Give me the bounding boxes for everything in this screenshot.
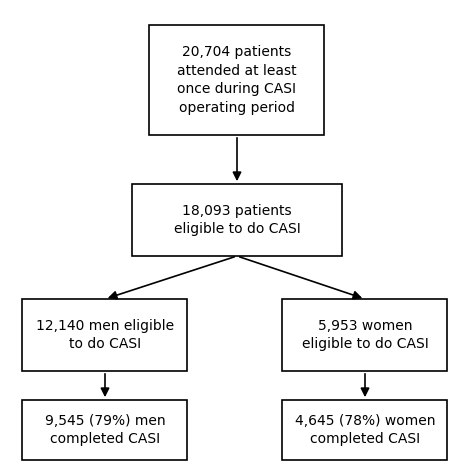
FancyBboxPatch shape [132,184,342,256]
Text: 18,093 patients
eligible to do CASI: 18,093 patients eligible to do CASI [173,203,301,237]
FancyBboxPatch shape [22,400,188,460]
FancyBboxPatch shape [22,299,188,371]
Text: 9,545 (79%) men
completed CASI: 9,545 (79%) men completed CASI [45,414,165,446]
Text: 20,704 patients
attended at least
once during CASI
operating period: 20,704 patients attended at least once d… [177,45,297,115]
FancyBboxPatch shape [149,25,325,135]
FancyBboxPatch shape [283,400,447,460]
FancyBboxPatch shape [283,299,447,371]
Text: 12,140 men eligible
to do CASI: 12,140 men eligible to do CASI [36,319,174,352]
Text: 4,645 (78%) women
completed CASI: 4,645 (78%) women completed CASI [295,414,435,446]
Text: 5,953 women
eligible to do CASI: 5,953 women eligible to do CASI [301,319,428,352]
